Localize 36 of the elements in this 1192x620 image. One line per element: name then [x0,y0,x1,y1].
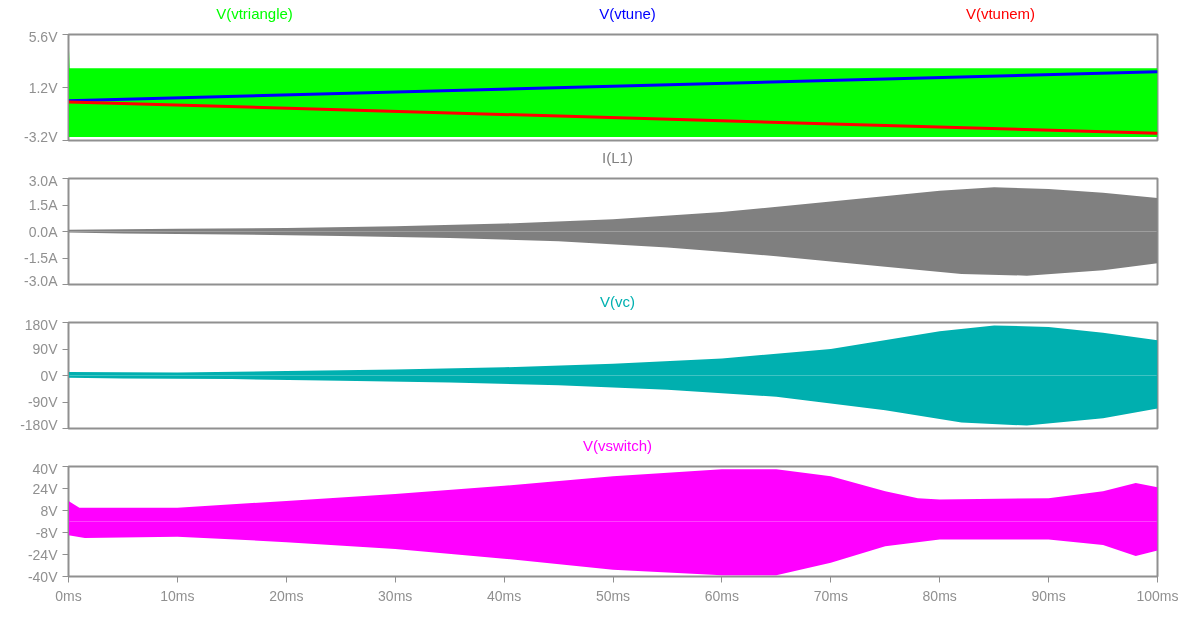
y-tick-label: 1.5A [28,197,59,213]
x-tick-label: 0ms [55,587,82,604]
y-tick-label: -8V [35,524,59,541]
y-tick-label: 40V [32,460,59,477]
x-tick-label: 40ms [486,587,522,604]
series-label: V(vswitch) [582,437,653,455]
y-tick-label: 8V [40,502,59,519]
y-tick-label: -180V [20,416,59,433]
x-tick-label: 90ms [1031,587,1066,604]
y-tick-label: 180V [24,316,59,333]
x-tick-label: 70ms [813,587,848,604]
y-tick-label: 0V [40,367,59,384]
text: V(vtunem) [965,5,1036,23]
text: V(vtune) [599,5,656,23]
x-tick-label: 30ms [378,587,413,604]
x-tick-label: 20ms [269,587,304,604]
y-tick-label: 1.2V [28,79,59,96]
text: V(vc) [600,293,635,311]
text: V(vtriangle) [216,5,293,23]
y-tick-label: -40V [27,568,59,585]
x-tick-label: 80ms [922,587,957,604]
y-tick-label: -3.0A [24,272,59,289]
y-tick-label: -24V [27,546,59,563]
x-tick-label: 60ms [704,587,740,604]
y-tick-label: -3.2V [24,128,59,145]
y-tick-label: 24V [32,480,59,497]
y-tick-label: 90V [32,341,59,357]
y-tick-label: 0.0A [28,223,59,240]
y-tick-label: 5.6V [28,28,59,45]
text: I(L1) [602,149,633,167]
x-tick-label: 50ms [595,587,631,604]
y-tick-label: 3.0A [28,172,59,189]
y-tick-label: -90V [27,394,59,410]
x-tick-label: 100ms [1136,587,1179,604]
x-tick-label: 10ms [160,587,195,604]
y-tick-label: -1.5A [24,250,59,266]
